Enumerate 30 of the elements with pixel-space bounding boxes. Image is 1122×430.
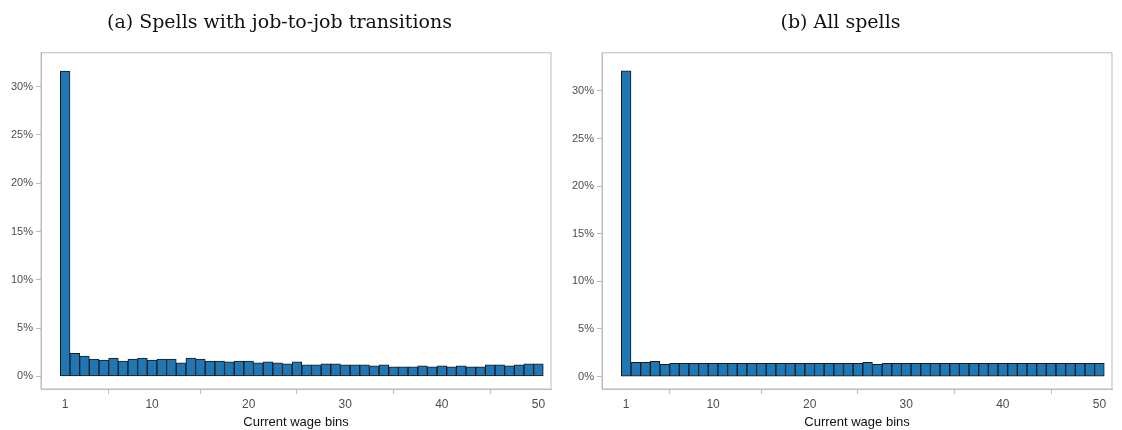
x-tick-label: 1 — [622, 396, 630, 411]
y-tick-label: 20% — [10, 176, 34, 189]
y-tick-label: 30% — [571, 83, 595, 96]
x-tick-label: 1 — [61, 396, 69, 411]
y-tick-label: 15% — [10, 224, 34, 237]
y-tick-label: 30% — [10, 79, 34, 92]
x-tick-label: 40 — [435, 396, 449, 411]
chart-title: (b) All spells — [780, 10, 901, 33]
x-axis-title: Current wage bins — [804, 413, 911, 429]
x-tick-label: 20 — [803, 396, 817, 411]
y-tick-label: 0% — [17, 369, 34, 382]
y-tick-label: 25% — [571, 131, 595, 144]
y-tick-label: 5% — [17, 321, 34, 334]
y-tick-label: 25% — [10, 127, 34, 140]
x-tick-label: 30 — [338, 396, 353, 411]
y-tick-label: 5% — [578, 322, 595, 335]
x-tick-label: 50 — [531, 396, 546, 411]
x-tick-label: 10 — [145, 396, 160, 411]
y-tick-label: 20% — [571, 179, 595, 192]
x-tick-label: 10 — [706, 396, 721, 411]
y-tick-label: 0% — [578, 369, 595, 382]
x-tick-label: 40 — [996, 396, 1010, 411]
x-tick-label: 20 — [242, 396, 256, 411]
chart-title: (a) Spells with job-to-job transitions — [107, 10, 452, 33]
x-tick-label: 30 — [899, 396, 914, 411]
x-axis-title: Current wage bins — [243, 413, 350, 429]
y-tick-label: 10% — [10, 272, 34, 285]
x-tick-label: 50 — [1092, 396, 1107, 411]
y-tick-label: 10% — [571, 274, 595, 287]
y-tick-label: 15% — [571, 226, 595, 239]
